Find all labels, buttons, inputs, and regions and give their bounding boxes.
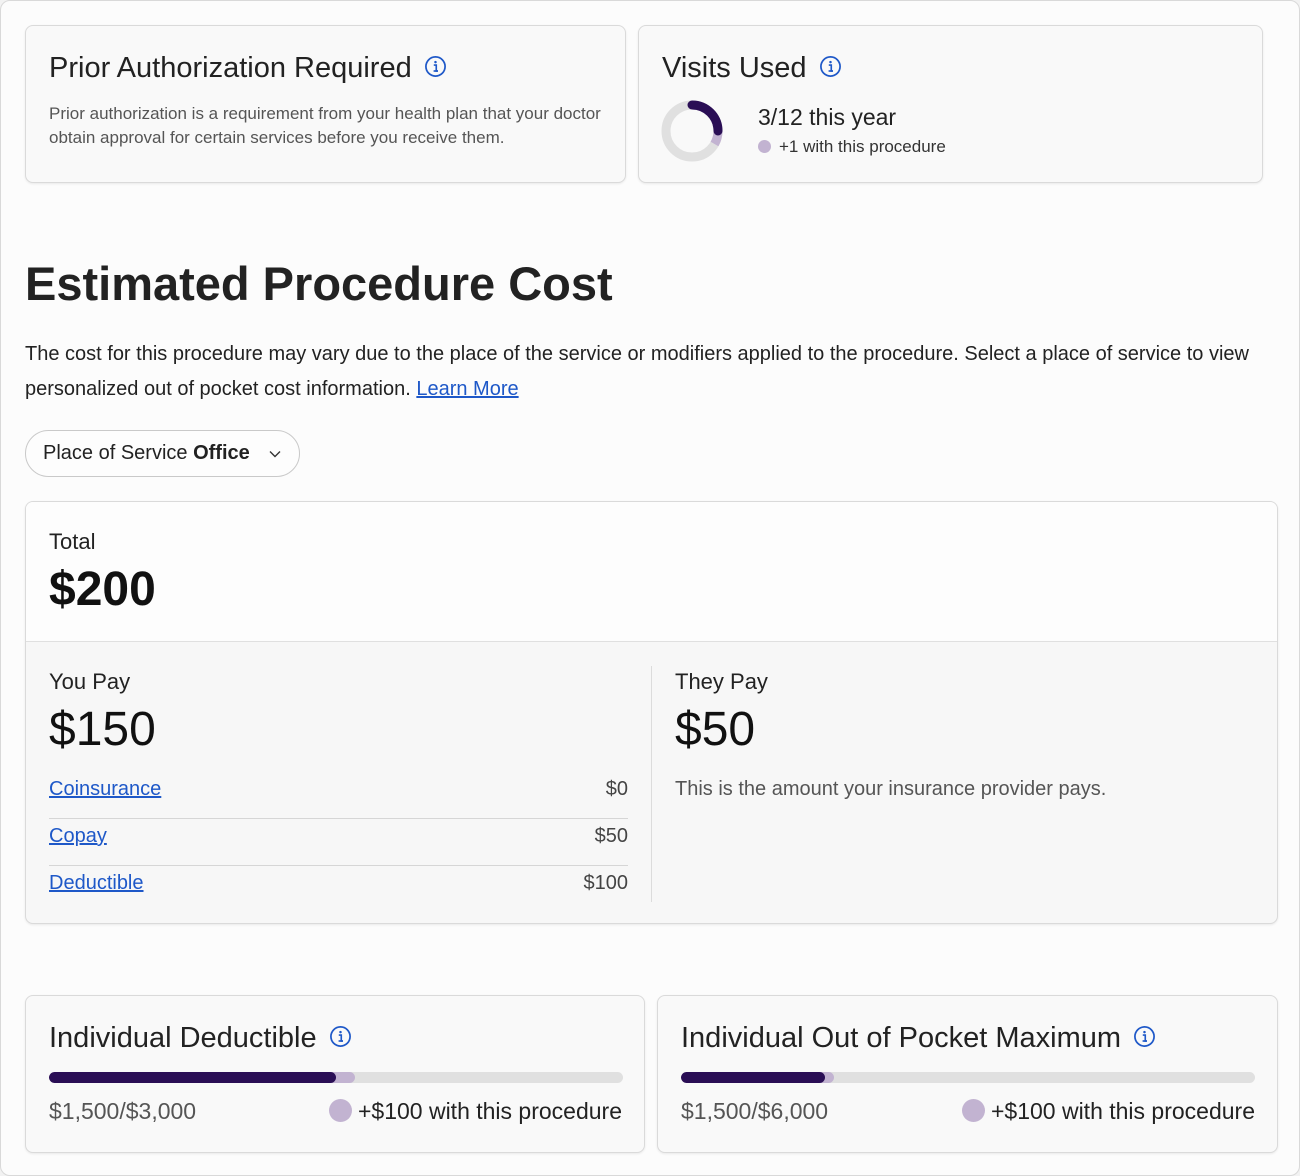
out-of-pocket-extra-text: +$100 with this procedure [990,1098,1255,1124]
you-pay-value: $150 [49,703,156,756]
copay-link[interactable]: Copay [49,825,107,847]
total-label: Total [49,529,96,554]
estimate-description: The cost for this procedure may vary due… [25,337,1275,407]
visits-used-card: Visits Used 3/12 this year +1 with this … [638,25,1263,183]
total-section: Total $200 [26,502,1277,642]
out-of-pocket-card: Individual Out of Pocket Maximum $1,500/… [657,995,1278,1153]
cost-card: Total $200 You Pay $150 Coinsurance $0 C… [25,501,1278,924]
prior-authorization-title: Prior Authorization Required [49,52,447,85]
estimate-description-text: The cost for this procedure may vary due… [25,343,1249,400]
visits-count: 3/12 this year [758,104,897,130]
visits-donut-chart [661,100,723,162]
prior-authorization-card: Prior Authorization Required Prior autho… [25,25,626,183]
page-title: Estimated Procedure Cost [25,257,613,310]
individual-deductible-title-text: Individual Deductible [49,1022,317,1054]
info-icon[interactable] [1133,1025,1156,1048]
coinsurance-link[interactable]: Coinsurance [49,778,162,800]
they-pay-label: They Pay [675,669,768,694]
copay-value: $50 [594,825,628,847]
chevron-down-icon [269,451,281,458]
visits-extra: +1 with this procedure [758,137,946,157]
prior-authorization-title-text: Prior Authorization Required [49,52,412,84]
breakdown-row-copay: Copay $50 [49,819,628,866]
deductible-value: $100 [583,872,629,894]
deductible-amount: $1,500/$3,000 [49,1098,197,1124]
breakdown-row-coinsurance: Coinsurance $0 [49,772,628,819]
donut-used-segment [687,100,723,136]
breakdown-row-deductible: Deductible $100 [49,866,628,913]
learn-more-link[interactable]: Learn More [416,378,519,400]
legend-dot [961,1099,985,1123]
deductible-extra: +$100 with this procedure [328,1098,622,1125]
place-of-service-value: Office [193,442,250,464]
info-icon[interactable] [819,55,842,78]
visits-extra-text: +1 with this procedure [779,137,946,156]
deductible-used-fill [49,1072,336,1083]
place-of-service-label: Place of Service [43,442,188,464]
individual-deductible-title: Individual Deductible [49,1022,352,1055]
legend-dot [328,1099,352,1123]
info-icon[interactable] [424,55,447,78]
prior-authorization-description: Prior authorization is a requirement fro… [49,104,601,147]
out-of-pocket-title-text: Individual Out of Pocket Maximum [681,1022,1122,1054]
out-of-pocket-used-fill [681,1072,825,1083]
cost-breakdown: Coinsurance $0 Copay $50 Deductible $100 [49,772,628,913]
visits-used-title-text: Visits Used [662,52,807,84]
info-icon[interactable] [329,1025,352,1048]
cost-divider [651,666,652,902]
place-of-service-select[interactable]: Place of Service Office [25,430,300,477]
out-of-pocket-extra: +$100 with this procedure [961,1098,1255,1125]
deductible-extra-text: +$100 with this procedure [357,1098,622,1124]
they-pay-value: $50 [675,703,756,756]
they-pay-description: This is the amount your insurance provid… [675,778,1107,800]
deductible-link[interactable]: Deductible [49,872,144,894]
out-of-pocket-amount: $1,500/$6,000 [681,1098,829,1124]
visits-used-title: Visits Used [662,52,842,85]
legend-dot [758,140,771,154]
out-of-pocket-title: Individual Out of Pocket Maximum [681,1022,1156,1055]
deductible-progress-bar [49,1072,623,1083]
coinsurance-value: $0 [605,778,628,800]
total-value: $200 [49,563,156,616]
you-pay-label: You Pay [49,669,131,694]
out-of-pocket-progress-bar [681,1072,1255,1083]
individual-deductible-card: Individual Deductible $1,500/$3,000 +$10… [25,995,645,1153]
